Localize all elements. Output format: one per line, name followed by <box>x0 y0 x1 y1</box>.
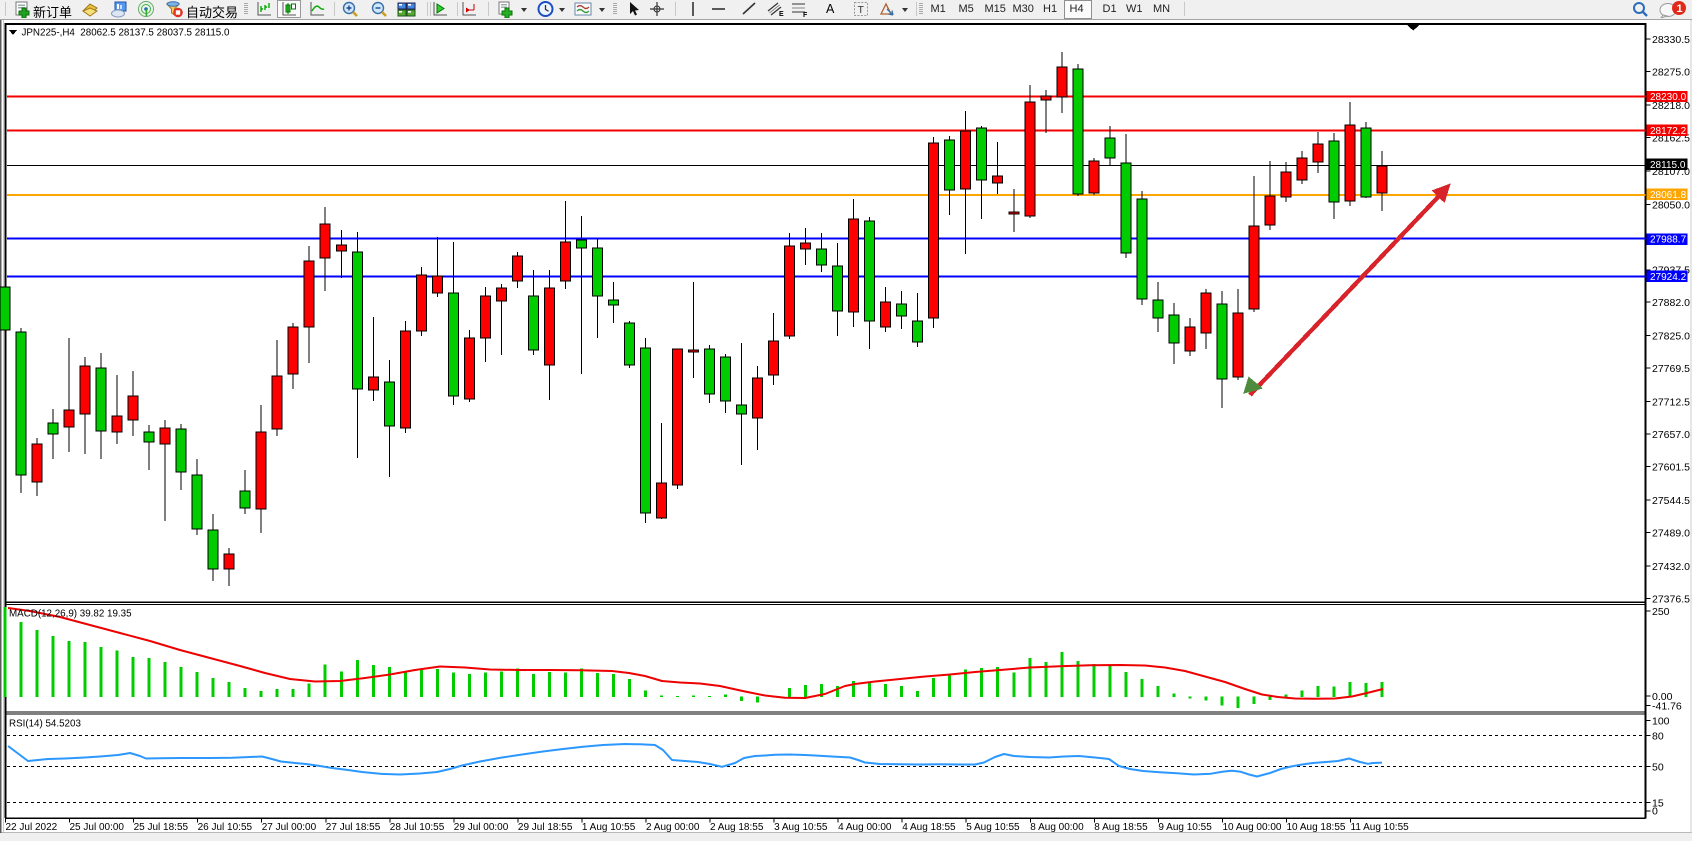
svg-text:F: F <box>803 12 808 18</box>
svg-text:26 Jul 10:55: 26 Jul 10:55 <box>198 822 253 833</box>
svg-text:8 Aug 18:55: 8 Aug 18:55 <box>1094 822 1148 833</box>
svg-text:28218.0: 28218.0 <box>1652 100 1690 112</box>
svg-text:29 Jul 18:55: 29 Jul 18:55 <box>518 822 573 833</box>
svg-text:10 Aug 18:55: 10 Aug 18:55 <box>1287 822 1346 833</box>
svg-text:25 Jul 18:55: 25 Jul 18:55 <box>134 822 189 833</box>
svg-text:22 Jul 2022: 22 Jul 2022 <box>6 822 58 833</box>
svg-text:250: 250 <box>1652 606 1670 618</box>
svg-text:3 Aug 10:55: 3 Aug 10:55 <box>774 822 828 833</box>
svg-text:27601.5: 27601.5 <box>1652 462 1690 474</box>
svg-text:27 Jul 00:00: 27 Jul 00:00 <box>262 822 317 833</box>
svg-text:11 Aug 10:55: 11 Aug 10:55 <box>1351 822 1410 833</box>
svg-text:27544.5: 27544.5 <box>1652 495 1690 507</box>
svg-text:27882.0: 27882.0 <box>1652 297 1690 309</box>
svg-text:27 Jul 18:55: 27 Jul 18:55 <box>326 822 381 833</box>
svg-text:28061.8: 28061.8 <box>1650 190 1687 201</box>
svg-text:JPN225-,H4 28062.5 28137.5 28: JPN225-,H4 28062.5 28137.5 28037.5 28115… <box>22 28 230 39</box>
svg-text:28230.0: 28230.0 <box>1650 92 1687 103</box>
svg-text:1: 1 <box>1677 3 1683 15</box>
svg-text:29 Jul 00:00: 29 Jul 00:00 <box>454 822 509 833</box>
svg-text:2 Aug 00:00: 2 Aug 00:00 <box>646 822 700 833</box>
svg-text:80: 80 <box>1652 731 1664 743</box>
svg-text:27825.0: 27825.0 <box>1652 330 1690 342</box>
svg-text:28050.0: 28050.0 <box>1652 199 1690 211</box>
svg-text:27657.0: 27657.0 <box>1652 429 1690 441</box>
svg-text:28172.2: 28172.2 <box>1650 126 1687 137</box>
svg-text:4 Aug 00:00: 4 Aug 00:00 <box>838 822 892 833</box>
svg-text:27988.7: 27988.7 <box>1650 235 1687 246</box>
svg-text:10 Aug 00:00: 10 Aug 00:00 <box>1223 822 1282 833</box>
svg-text:E: E <box>779 11 784 18</box>
svg-text:T: T <box>858 4 865 16</box>
svg-text:27432.0: 27432.0 <box>1652 561 1690 573</box>
svg-text:27712.5: 27712.5 <box>1652 396 1690 408</box>
svg-text:5 Aug 10:55: 5 Aug 10:55 <box>966 822 1020 833</box>
svg-text:2 Aug 18:55: 2 Aug 18:55 <box>710 822 764 833</box>
svg-text:RSI(14) 54.5203: RSI(14) 54.5203 <box>9 719 81 730</box>
svg-text:0: 0 <box>1652 806 1658 818</box>
svg-text:50: 50 <box>1652 762 1664 774</box>
svg-text:27924.2: 27924.2 <box>1650 272 1687 283</box>
svg-text:27376.5: 27376.5 <box>1652 593 1690 605</box>
svg-text:MACD(12,26,9) 39.82 19.35: MACD(12,26,9) 39.82 19.35 <box>9 609 132 620</box>
svg-text:28330.5: 28330.5 <box>1652 34 1690 46</box>
svg-text:9 Aug 10:55: 9 Aug 10:55 <box>1158 822 1212 833</box>
svg-text:28 Jul 10:55: 28 Jul 10:55 <box>390 822 445 833</box>
svg-text:25 Jul 00:00: 25 Jul 00:00 <box>70 822 125 833</box>
svg-text:27489.0: 27489.0 <box>1652 528 1690 540</box>
svg-text:4 Aug 18:55: 4 Aug 18:55 <box>902 822 956 833</box>
svg-text:100: 100 <box>1652 716 1670 728</box>
svg-text:-41.76: -41.76 <box>1652 700 1682 712</box>
svg-text:27769.5: 27769.5 <box>1652 363 1690 375</box>
svg-text:15: 15 <box>1652 797 1664 809</box>
svg-text:0.00: 0.00 <box>1652 691 1673 703</box>
svg-text:8 Aug 00:00: 8 Aug 00:00 <box>1030 822 1084 833</box>
svg-text:1 Aug 10:55: 1 Aug 10:55 <box>582 822 636 833</box>
svg-text:28275.0: 28275.0 <box>1652 67 1690 79</box>
svg-text:28115.0: 28115.0 <box>1650 160 1686 171</box>
